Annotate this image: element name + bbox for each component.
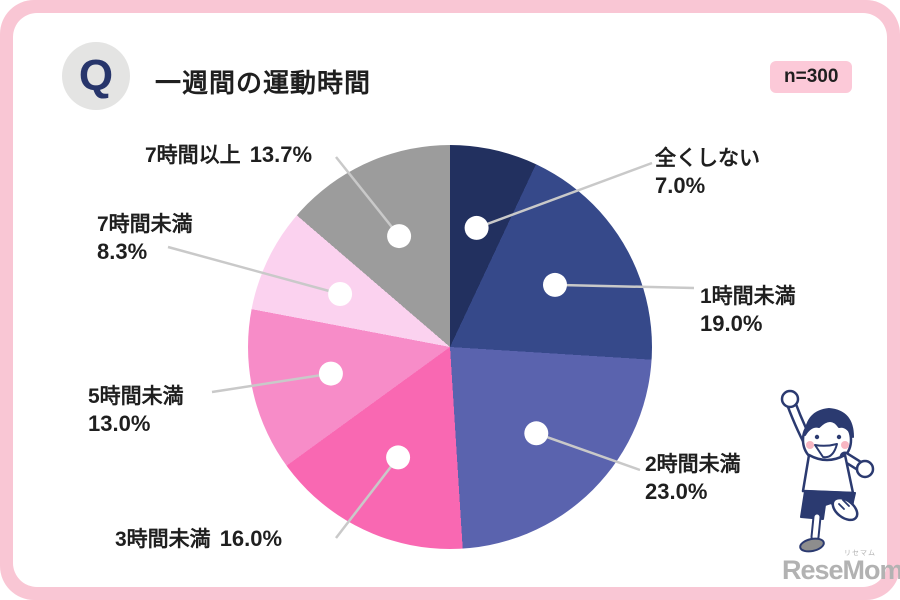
resemom-logo-ruby: リセマム <box>844 550 876 557</box>
slice-label-under-7h-text: 7時間未満 <box>97 213 193 236</box>
question-badge: Q <box>62 42 130 110</box>
page-title: 一週間の運動時間 <box>155 68 372 98</box>
slice-label-none-value: 7.0% <box>655 173 706 199</box>
slice-label-under-2h-value: 23.0% <box>645 479 708 505</box>
boy-character-illustration <box>780 389 875 553</box>
slice-label-under-1h-value: 19.0% <box>700 311 763 337</box>
survey-card: Q 一週間の運動時間 n=300 全くしない 7.0% 1時間未満 19.0% … <box>13 13 900 587</box>
slice-label-under-1h-text: 1時間未満 <box>700 285 796 308</box>
slice-label-under-2h: 2時間未満 23.0% <box>645 451 741 507</box>
slice-label-under-3h-value: 16.0% <box>219 526 283 551</box>
slice-label-none: 全くしない 7.0% <box>655 145 760 201</box>
slice-label-under-2h-text: 2時間未満 <box>645 453 741 476</box>
resemom-logo: リセマム ReseMom. <box>782 550 900 584</box>
question-badge-letter: Q <box>78 51 114 100</box>
slice-label-7h-plus-text: 7時間以上 <box>145 144 241 167</box>
slice-label-under-3h-text: 3時間未満 <box>115 528 211 551</box>
slice-label-under-3h: 3時間未満 16.0% <box>115 525 282 554</box>
slice-label-under-5h: 5時間未満 13.0% <box>88 383 184 439</box>
pie-chart <box>248 145 652 549</box>
slice-label-under-1h: 1時間未満 19.0% <box>700 283 796 339</box>
slice-label-7h-plus-value: 13.7% <box>249 142 313 167</box>
slice-label-under-7h: 7時間未満 8.3% <box>97 211 193 267</box>
sample-size-badge: n=300 <box>770 61 853 93</box>
slice-label-under-5h-value: 13.0% <box>88 411 151 437</box>
slice-label-7h-plus: 7時間以上 13.7% <box>145 141 312 170</box>
slice-label-under-7h-value: 8.3% <box>97 239 148 265</box>
slice-label-under-5h-text: 5時間未満 <box>88 385 184 408</box>
resemom-logo-text: ReseMom. <box>782 555 900 585</box>
slice-label-none-text: 全くしない <box>655 147 760 170</box>
